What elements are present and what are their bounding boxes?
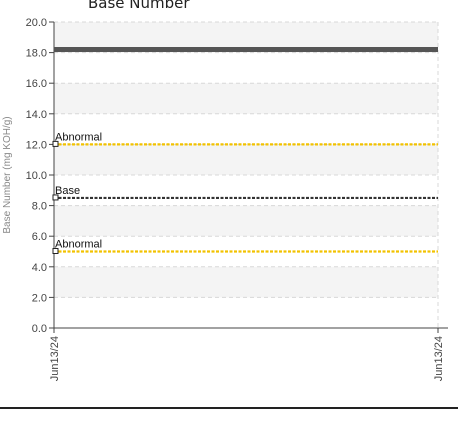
x-axis-ticks: Jun13/24 Jun13/24: [49, 328, 445, 381]
y-tick-label: 20.0: [26, 17, 47, 29]
chart-title: Base Number: [88, 0, 190, 12]
reference-label: Abnormal: [55, 239, 102, 251]
y-tick-label: 18.0: [26, 48, 47, 60]
background-band: [54, 205, 438, 237]
x-tick-label: Jun13/24: [433, 336, 445, 381]
y-tick-label: 16.0: [26, 78, 47, 90]
reference-lines: Abnormal Base Abnormal: [52, 131, 438, 254]
reference-marker: [52, 140, 59, 147]
y-tick-label: 2.0: [32, 292, 47, 304]
y-tick-label: 0.0: [32, 323, 47, 335]
x-tick-label: Jun13/24: [49, 336, 61, 381]
y-axis-ticks: 0.0 2.0 4.0 6.0 8.0 10.0 12.0 14.0 16.0 18.0 20.0: [26, 17, 54, 335]
y-tick-label: 8.0: [32, 201, 47, 213]
background-band: [54, 144, 438, 175]
y-tick-label: 10.0: [26, 170, 47, 182]
reference-label: Base: [55, 185, 80, 197]
background-bands: [54, 22, 438, 298]
y-tick-label: 12.0: [26, 139, 47, 151]
y-axis-title: Base Number (mg KOH/g): [2, 116, 13, 233]
reference-marker: [52, 248, 59, 254]
background-band: [54, 83, 438, 114]
reference-label: Abnormal: [55, 131, 102, 143]
y-tick-label: 6.0: [32, 231, 47, 243]
background-band: [54, 266, 438, 298]
y-tick-label: 14.0: [26, 109, 47, 121]
reference-marker: [52, 194, 59, 201]
y-tick-label: 4.0: [32, 262, 47, 274]
